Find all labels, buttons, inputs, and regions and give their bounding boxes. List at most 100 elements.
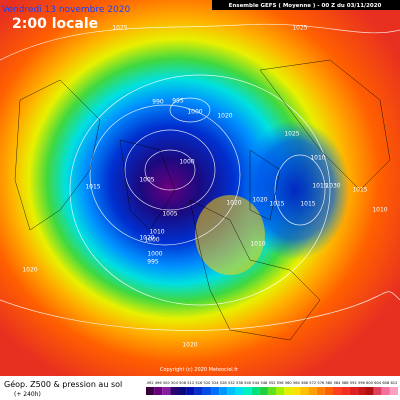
isobar-label: 1015 xyxy=(85,184,100,191)
isobars xyxy=(0,23,400,331)
scale-swatch xyxy=(227,387,236,395)
scale-swatch xyxy=(251,387,260,395)
scale-swatch xyxy=(365,387,374,395)
scale-label: 572 xyxy=(309,381,316,385)
scale-label: 580 xyxy=(325,381,333,385)
scale-swatch xyxy=(316,387,325,395)
scale-label: 596 xyxy=(358,381,366,385)
scale-swatch xyxy=(341,387,350,395)
scale-swatch xyxy=(154,387,163,395)
isobar-label: 1030 xyxy=(325,183,340,190)
scale-swatch xyxy=(219,387,228,395)
scale-label: 568 xyxy=(301,381,309,385)
scale-label: 564 xyxy=(293,381,301,385)
scale-swatch xyxy=(267,387,277,395)
scale-swatch xyxy=(194,387,203,395)
scale-label: 508 xyxy=(179,381,187,385)
scale-label: 524 xyxy=(212,381,220,385)
scale-label: 536 xyxy=(236,381,244,385)
color-scale: 492 496 500 504 508 512 516 520 524 528 532 536 540 5… xyxy=(146,381,398,395)
scale-label: 504 xyxy=(171,381,179,385)
scale-swatch xyxy=(276,387,285,395)
scale-label: 512 xyxy=(187,381,194,385)
isobar-label: 1015 xyxy=(312,183,327,190)
scale-swatch xyxy=(357,387,366,395)
scale-swatch xyxy=(186,387,195,395)
scale-swatch xyxy=(235,387,244,395)
scale-swatch xyxy=(284,387,293,395)
isobar-label: 1010 xyxy=(250,241,265,248)
scale-label: 556 xyxy=(277,381,285,385)
copyright: Copyright (c) 2020 Meteociel.fr xyxy=(160,367,239,373)
scale-label: 528 xyxy=(220,381,228,385)
time: 2:00 locale xyxy=(12,16,98,32)
scale-swatch xyxy=(332,387,342,395)
isobar-label: 1025 xyxy=(284,131,299,138)
isobar-label: 1025 xyxy=(112,25,127,32)
scale-label: 496 xyxy=(155,381,163,385)
isobar-label: 1000 xyxy=(144,237,159,244)
isobar-label: 1000 xyxy=(187,109,202,116)
trough-east xyxy=(240,120,350,260)
scale-swatch xyxy=(389,387,398,395)
isobar-label: 1015 xyxy=(352,187,367,194)
isobar-label: 1010 xyxy=(310,155,325,162)
scale-swatch xyxy=(300,387,309,395)
scale-swatch xyxy=(324,387,333,395)
isobar-label: 1020 xyxy=(226,200,241,207)
coastlines xyxy=(14,59,391,341)
scale-label: 604 xyxy=(374,381,382,385)
ridge xyxy=(195,195,265,275)
isobar-label: 1000 xyxy=(147,251,162,258)
isobar-label: 995 xyxy=(172,98,184,105)
scale-swatch xyxy=(202,387,212,395)
scale-label: 552 xyxy=(269,381,276,385)
isobar-label: 1020 xyxy=(22,267,37,274)
scale-swatch xyxy=(178,387,187,395)
scale-swatch xyxy=(259,387,268,395)
isobar-label: 1005 xyxy=(162,211,177,218)
scale-swatch xyxy=(349,387,358,395)
scale-swatch xyxy=(292,387,301,395)
scale-swatch xyxy=(308,387,317,395)
isobar-label: 1015 xyxy=(269,201,284,208)
scale-swatch xyxy=(211,387,220,395)
isobar-label: 1000 xyxy=(179,159,194,166)
scale-swatch xyxy=(146,387,155,395)
run-info: Ensemble GEFS ( Moyenne ) - 00 Z du 03/1… xyxy=(229,3,382,9)
isobar-label: 1020 xyxy=(182,342,197,349)
isobar-label: 1020 xyxy=(139,235,154,242)
isobar-label: 990 xyxy=(152,99,164,106)
scale-label: 540 xyxy=(244,381,252,385)
scale-swatch xyxy=(170,387,179,395)
scale-swatch xyxy=(162,387,171,395)
scale-swatch xyxy=(381,387,390,395)
scale-label: 544 xyxy=(252,381,260,385)
isobar-label: 995 xyxy=(147,259,159,266)
run-box xyxy=(212,0,400,10)
scale-label: 608 xyxy=(382,381,390,385)
isobar-label: 1020 xyxy=(252,197,267,204)
scale-label: 592 xyxy=(350,381,357,385)
scale-label: 492 xyxy=(147,381,154,385)
isobar-label: 1015 xyxy=(300,201,315,208)
scale-label: 500 xyxy=(163,381,171,385)
field-name: Géop. Z500 & pression au sol xyxy=(4,379,122,389)
isobar-label: 1005 xyxy=(139,177,154,184)
scale-label: 612 xyxy=(391,381,398,385)
scale-label: 600 xyxy=(366,381,374,385)
lead-time: (+ 240h) xyxy=(14,391,41,398)
scale-label: 548 xyxy=(260,381,268,385)
scale-swatch xyxy=(373,387,382,395)
scale-label: 584 xyxy=(334,381,342,385)
scale-label: 532 xyxy=(228,381,235,385)
scale-label: 520 xyxy=(204,381,212,385)
scale-label: 516 xyxy=(195,381,203,385)
date: Vendredi 13 novembre 2020 xyxy=(2,5,130,15)
scale-label: 588 xyxy=(342,381,350,385)
scale-label: 560 xyxy=(285,381,293,385)
scale-label: 576 xyxy=(317,381,325,385)
isobar-label: 1025 xyxy=(292,25,307,32)
